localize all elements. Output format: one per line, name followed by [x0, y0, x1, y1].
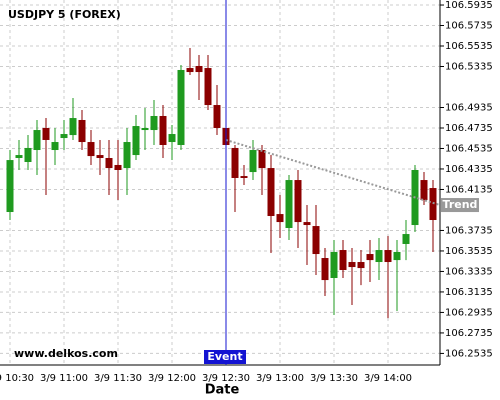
candle-body [312, 226, 320, 255]
y-tick-label: 106.5335 [445, 62, 493, 73]
y-tick-label: 106.3135 [445, 287, 493, 298]
candle-body [69, 118, 77, 136]
x-tick-label: 3/9 11:00 [40, 373, 88, 384]
y-tick-label: 106.4935 [445, 102, 493, 113]
candle-body [276, 214, 284, 223]
candle-body [150, 115, 158, 131]
x-tick-label: 3/9 13:00 [256, 373, 304, 384]
candle-body [321, 258, 329, 281]
x-tick-label: 3/9 10:30 [0, 373, 34, 384]
candle-body [303, 222, 311, 226]
candle-body [33, 130, 41, 151]
candle-body [258, 150, 266, 169]
candle-body [285, 180, 293, 228]
candle-body [240, 176, 248, 178]
grid [0, 0, 440, 365]
candle-body [267, 168, 275, 217]
y-tick-label: 106.4135 [445, 184, 493, 195]
candle-body [186, 68, 194, 73]
candle-body [366, 254, 374, 261]
candle-body [114, 164, 122, 170]
candle-body [159, 115, 167, 145]
candle-body [24, 147, 32, 163]
candle-body [60, 134, 68, 139]
x-tick-label: 3/9 14:00 [364, 373, 412, 384]
x-axis-label: Date [205, 383, 240, 398]
candle-body [384, 250, 392, 263]
candle-body [420, 180, 428, 201]
trend-line [225, 139, 441, 207]
y-tick-label: 106.5735 [445, 21, 493, 32]
y-tick-label: 106.4535 [445, 143, 493, 154]
y-tick-label: 106.3535 [445, 246, 493, 257]
candles [6, 47, 437, 319]
candle-body [42, 127, 50, 140]
candle-body [402, 234, 410, 244]
candle-body [357, 262, 365, 269]
candle-body [195, 65, 203, 73]
candle-body [96, 155, 104, 159]
x-tick-label: 3/9 12:30 [202, 373, 250, 384]
candle-body [6, 160, 14, 213]
watermark: www.delkos.com [14, 347, 118, 360]
y-tick-label: 106.3735 [445, 225, 493, 236]
x-tick-label: 3/9 13:30 [310, 373, 358, 384]
candle-body [105, 158, 113, 169]
candle-body [330, 251, 338, 279]
candle-body [375, 250, 383, 263]
x-tick-label: 3/9 12:00 [148, 373, 196, 384]
x-tick-label: 3/9 11:30 [94, 373, 142, 384]
trend-label: Trend [443, 198, 478, 211]
event-label: Event [207, 350, 242, 363]
candle-body [123, 142, 131, 169]
candle-body [168, 134, 176, 143]
y-tick-label: 106.4735 [445, 123, 493, 134]
candle-body [294, 180, 302, 223]
candle-body [213, 105, 221, 128]
candle-body [339, 250, 347, 271]
candle-body [87, 142, 95, 157]
y-tick-label: 106.3335 [445, 266, 493, 277]
candle-body [141, 127, 149, 131]
candle-body [231, 147, 239, 178]
y-tick-label: 106.5935 [445, 0, 493, 11]
y-tick-label: 106.2735 [445, 328, 493, 339]
y-tick-label: 106.2535 [445, 348, 493, 359]
candle-body [177, 69, 185, 145]
candle-body [249, 150, 257, 173]
y-tick-label: 106.4335 [445, 164, 493, 175]
trend-label-box [441, 198, 479, 213]
y-tick-label: 106.2935 [445, 307, 493, 318]
candle-body [348, 262, 356, 268]
event-label-box [204, 350, 246, 364]
chart-title: USDJPY 5 (FOREX) [8, 8, 121, 21]
candle-body [78, 119, 86, 143]
candle-body [15, 155, 23, 159]
candle-body [393, 251, 401, 261]
candle-body [204, 68, 212, 106]
candle-body [51, 142, 59, 151]
candle-body [429, 188, 437, 221]
candle-body [132, 126, 140, 156]
y-tick-label: 106.5535 [445, 41, 493, 52]
